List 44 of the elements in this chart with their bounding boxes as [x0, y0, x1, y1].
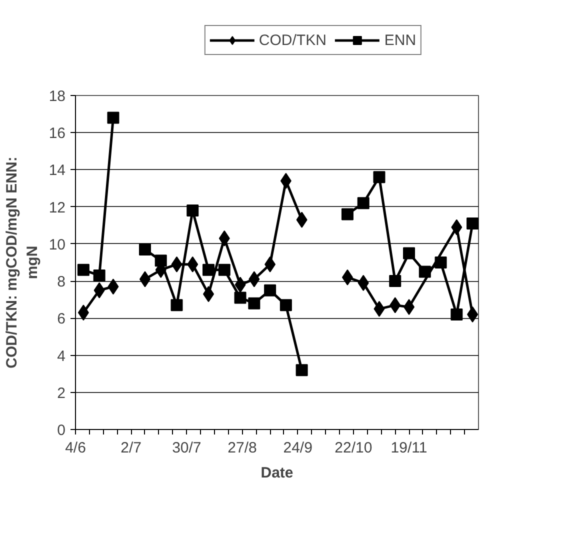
point — [186, 204, 199, 217]
y-tick-label: 12 — [48, 199, 66, 216]
x-tick-label: 19/11 — [390, 440, 428, 456]
point — [341, 208, 354, 220]
point — [418, 266, 431, 278]
y-tick-label: 6 — [57, 310, 66, 328]
legend-label: ENN — [384, 32, 416, 48]
point — [450, 308, 463, 320]
point — [93, 269, 106, 282]
point — [403, 247, 416, 260]
point — [234, 292, 246, 304]
x-tick-label: 27/8 — [228, 440, 257, 456]
point — [466, 218, 478, 230]
x-tick-label: 24/9 — [283, 440, 312, 456]
legend-label: COD/TKN — [258, 32, 326, 48]
point — [434, 256, 447, 268]
point — [389, 275, 402, 288]
x-tick-label: 4/6 — [65, 440, 86, 456]
y-axis-title: COD/TKN: mgCOD/mgN ENN: mgN — [3, 156, 41, 368]
point — [154, 254, 167, 267]
point — [373, 171, 386, 184]
point — [296, 364, 308, 376]
y-tick-label: 2 — [57, 384, 66, 402]
y-tick-label: 8 — [57, 274, 66, 291]
point — [202, 264, 215, 276]
y-tick-label: 0 — [57, 422, 66, 439]
x-tick-label: 30/7 — [172, 440, 202, 456]
point — [280, 299, 292, 312]
point — [77, 264, 90, 276]
x-tick-label: 22/10 — [334, 440, 372, 456]
y-tick-label: 14 — [48, 162, 66, 180]
point — [170, 299, 183, 312]
point — [107, 112, 120, 124]
point — [218, 264, 230, 276]
x-axis-title: Date — [260, 464, 294, 482]
point — [248, 297, 260, 310]
y-tick-label: 4 — [57, 348, 66, 365]
y-tick-label: 18 — [48, 88, 66, 105]
y-tick-label: 16 — [48, 125, 66, 142]
point — [357, 197, 370, 210]
point — [138, 244, 151, 256]
point — [264, 284, 276, 296]
y-tick-label: 10 — [48, 236, 66, 254]
x-tick-label: 2/7 — [120, 440, 142, 456]
